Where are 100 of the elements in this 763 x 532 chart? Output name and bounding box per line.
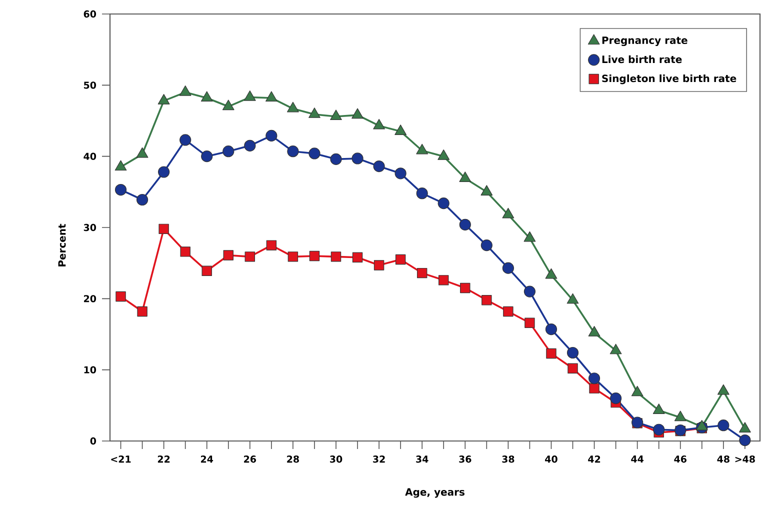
point (480, 239, 492, 252)
legend-label: Singleton live birth rate (602, 74, 736, 84)
y-tick-label: 40 (84, 152, 96, 160)
x-tick-label: 36 (459, 456, 472, 463)
y-tick-label: 60 (84, 10, 96, 18)
point (223, 250, 234, 260)
x-tick-label: 32 (373, 456, 385, 463)
x-tick-label: >48 (735, 456, 755, 463)
point (480, 185, 493, 196)
point (589, 383, 600, 394)
x-tick-label: <21 (111, 456, 131, 463)
x-tick-label: 40 (545, 456, 558, 463)
point (352, 252, 363, 262)
point (287, 146, 299, 158)
y-tick-label: 50 (84, 82, 96, 89)
point (568, 363, 578, 374)
point (503, 306, 514, 317)
point (438, 275, 449, 286)
point (352, 108, 364, 119)
point (718, 420, 730, 432)
point (244, 140, 256, 152)
point (136, 147, 148, 158)
point (416, 144, 428, 154)
point (524, 231, 536, 242)
point (158, 224, 169, 234)
point (266, 240, 277, 250)
point (330, 153, 342, 165)
y-axis-title: Percent (58, 224, 66, 266)
point (180, 246, 190, 257)
x-tick-label: 26 (244, 456, 256, 463)
y-tick-label: 0 (90, 437, 96, 445)
point (546, 348, 556, 359)
point (136, 194, 148, 206)
point (524, 318, 535, 328)
point (394, 168, 406, 180)
point (438, 198, 450, 210)
y-tick-label: 10 (84, 366, 96, 374)
x-tick-label: 28 (287, 456, 299, 463)
point (158, 166, 170, 178)
point (244, 90, 256, 101)
point (374, 260, 384, 270)
point (309, 250, 320, 262)
y-tick-label: 20 (84, 295, 96, 302)
y-tick-label: 30 (84, 224, 96, 232)
point (545, 268, 558, 279)
point (373, 118, 385, 130)
point (222, 100, 234, 110)
point (202, 266, 212, 276)
point (502, 208, 514, 218)
x-tick-label: 42 (588, 456, 600, 463)
point (352, 152, 364, 164)
point (158, 94, 170, 104)
point (114, 160, 127, 171)
point (460, 282, 470, 294)
point (566, 346, 579, 359)
point (201, 150, 213, 162)
point (179, 85, 192, 96)
point (395, 254, 406, 265)
legend-label: Pregnancy rate (602, 36, 688, 46)
x-tick-label: 30 (330, 456, 342, 463)
point (330, 252, 342, 262)
point (394, 124, 406, 135)
x-tick-label: 48 (717, 456, 730, 463)
point (482, 294, 492, 306)
point (287, 102, 299, 112)
point (416, 188, 428, 200)
point (116, 291, 126, 302)
point (459, 172, 472, 182)
point (137, 306, 148, 317)
x-axis-title: Age, years (405, 488, 464, 498)
point (265, 91, 278, 102)
point (653, 424, 665, 436)
point (524, 286, 536, 298)
point (502, 262, 514, 274)
point (545, 323, 558, 336)
point (308, 108, 320, 118)
point (610, 392, 622, 404)
point (222, 146, 234, 158)
x-tick-label: 46 (674, 456, 686, 463)
point (308, 148, 320, 160)
point (459, 218, 471, 230)
point (373, 160, 385, 172)
x-tick-label: 24 (200, 456, 214, 463)
point (288, 252, 298, 262)
point (244, 252, 256, 262)
x-tick-label: 38 (502, 456, 514, 463)
legend-label: Live birth rate (602, 55, 682, 64)
point (114, 184, 127, 196)
x-tick-label: 44 (631, 456, 644, 462)
point (200, 91, 213, 102)
point (416, 268, 428, 278)
x-tick-label: 22 (158, 456, 170, 463)
point (566, 293, 579, 304)
point (739, 434, 751, 446)
point (180, 134, 192, 146)
point (266, 130, 278, 142)
point (588, 372, 600, 384)
x-tick-label: 34 (416, 456, 428, 463)
point (438, 150, 450, 160)
point (330, 110, 342, 120)
